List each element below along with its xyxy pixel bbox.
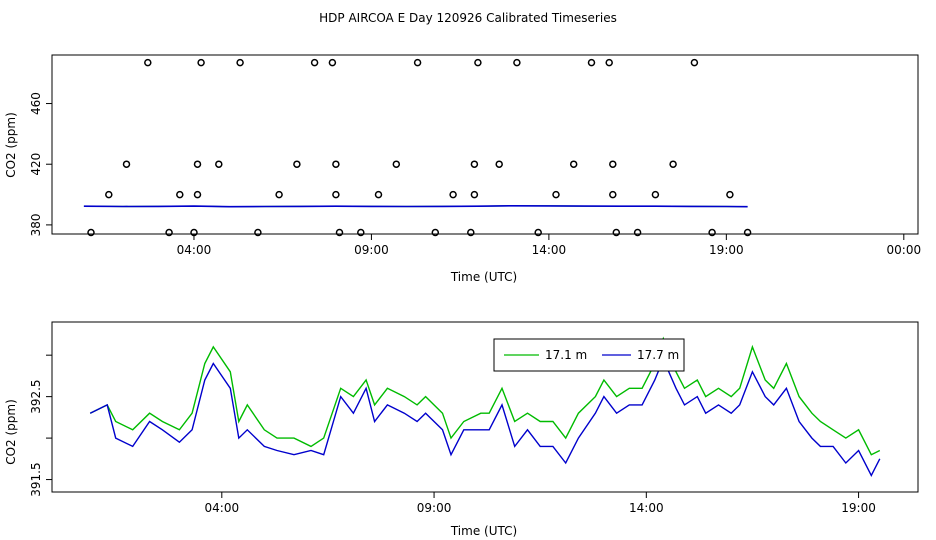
scatter-point [470, 160, 479, 168]
scatter-point [332, 160, 340, 168]
scatter-point [449, 190, 457, 199]
scatter-point [633, 228, 642, 237]
scatter-point [87, 228, 95, 237]
scatter-point [605, 58, 613, 67]
panel-top-series-line [83, 204, 748, 208]
panel-top-frame [51, 54, 919, 235]
panel-top-y-tick-label: 420 [29, 153, 43, 176]
panel-top-points [87, 58, 752, 237]
panel-bottom-x-tick-label: 14:00 [629, 501, 664, 515]
panel-top-x-ticks: 04:00 09:00 14:00 19:00 00:00 [177, 234, 921, 257]
scatter-point [193, 160, 202, 168]
panel-bottom-y-ticks: 391.5 392.5 [29, 354, 52, 497]
panel-bottom-x-axis-label: Time (UTC) [450, 524, 517, 538]
series-line-0 [89, 336, 881, 456]
scatter-point [144, 58, 152, 67]
scatter-point [552, 190, 560, 199]
scatter-point [193, 190, 202, 199]
scatter-point [669, 160, 677, 168]
panel-bottom: 04:00 09:00 14:00 19:00 391.5 392.5 17.1 m 1… [4, 321, 919, 538]
scatter-point [254, 228, 262, 237]
panel-bottom-frame [51, 321, 919, 493]
scatter-point [474, 58, 482, 67]
scatter-point [726, 190, 734, 199]
legend: 17.1 m 17.7 m [493, 338, 685, 372]
scatter-point [392, 160, 401, 168]
scatter-point [513, 58, 521, 67]
scatter-point [609, 160, 617, 168]
scatter-point [470, 190, 479, 199]
panel-top-x-axis-label: Time (UTC) [450, 270, 517, 284]
panel-top-x-tick-label: 09:00 [354, 243, 389, 257]
panel-top-y-ticks: 380 420 460 [29, 92, 52, 236]
scatter-point [332, 190, 340, 199]
scatter-point [569, 160, 578, 168]
scatter-point [236, 58, 244, 67]
panel-top-y-tick-label: 380 [29, 213, 43, 236]
scatter-point [587, 58, 596, 67]
panel-top-x-tick-label: 14:00 [532, 243, 567, 257]
panel-bottom-x-tick-label: 04:00 [205, 501, 240, 515]
scatter-point [215, 160, 223, 168]
scatter-point [612, 228, 621, 237]
panel-top-x-tick-label: 00:00 [887, 243, 922, 257]
panel-top-x-tick-label: 19:00 [709, 243, 744, 257]
scatter-point [708, 228, 716, 237]
panel-top-y-tick-label: 460 [29, 92, 43, 115]
panel-bottom-x-ticks: 04:00 09:00 14:00 19:00 [205, 492, 876, 515]
panel-top: 04:00 09:00 14:00 19:00 00:00 380 420 460 Time… [4, 54, 921, 284]
panel-top-y-axis-label: CO2 (ppm) [4, 112, 18, 178]
scatter-point [105, 190, 113, 199]
scatter-point [165, 228, 173, 237]
scatter-point [190, 228, 198, 237]
scatter-point [357, 228, 365, 237]
legend-label-17-1: 17.1 m [545, 348, 587, 362]
scatter-point [609, 190, 617, 199]
panel-bottom-y-tick-label: 392.5 [29, 379, 43, 413]
scatter-point [743, 228, 752, 237]
scatter-point [467, 228, 475, 237]
scatter-point [328, 58, 337, 67]
panel-bottom-x-tick-label: 19:00 [841, 501, 876, 515]
scatter-point [335, 228, 344, 237]
scatter-point [690, 58, 699, 67]
scatter-point [413, 58, 422, 67]
legend-label-17-7: 17.7 m [637, 348, 679, 362]
scatter-point [374, 190, 383, 199]
scatter-point [122, 160, 131, 168]
panel-bottom-y-axis-label: CO2 (ppm) [4, 399, 18, 465]
panel-top-x-tick-label: 04:00 [177, 243, 212, 257]
panel-top-series-line-blue [83, 204, 748, 208]
scatter-point [275, 190, 283, 199]
scatter-point [651, 190, 660, 199]
scatter-point [197, 58, 205, 67]
scatter-point [495, 160, 503, 168]
panel-bottom-x-tick-label: 09:00 [417, 501, 452, 515]
scatter-point [310, 58, 319, 67]
chart-title: HDP AIRCOA E Day 120926 Calibrated Times… [319, 11, 617, 25]
series-line-1 [89, 357, 881, 477]
panel-bottom-series-lines [89, 336, 881, 477]
scatter-point [176, 190, 184, 199]
scatter-point [534, 228, 542, 237]
scatter-point [293, 160, 301, 168]
scatter-point [431, 228, 440, 237]
panel-bottom-y-tick-label: 391.5 [29, 462, 43, 496]
